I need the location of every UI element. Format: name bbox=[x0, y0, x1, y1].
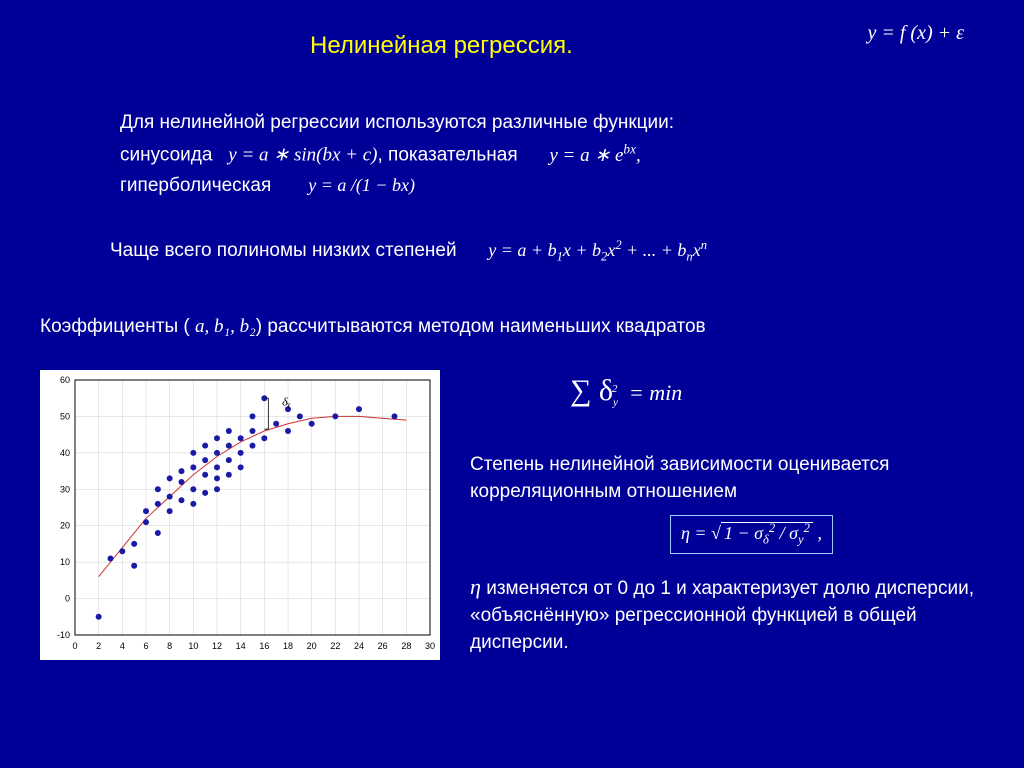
coeffs-pre: Коэффициенты ( bbox=[40, 316, 195, 337]
svg-text:20: 20 bbox=[307, 641, 317, 651]
svg-text:14: 14 bbox=[236, 641, 246, 651]
label-hyperbolic: гиперболическая bbox=[120, 175, 271, 196]
coefficients-block: Коэффициенты ( a, b₁, b₂) рассчитываются… bbox=[40, 316, 980, 338]
svg-text:22: 22 bbox=[330, 641, 340, 651]
equation-model: y = f (x) + ε bbox=[867, 22, 964, 45]
svg-text:50: 50 bbox=[60, 411, 70, 421]
coeffs-vars: a, b₁, b₂ bbox=[195, 316, 256, 337]
intro-line2: синусоида y = a ∗ sin(bx + c), показател… bbox=[120, 138, 940, 171]
svg-text:-10: -10 bbox=[57, 630, 70, 640]
svg-text:28: 28 bbox=[401, 641, 411, 651]
intro-line1: Для нелинейной регрессии используются ра… bbox=[120, 108, 940, 138]
label-sinusoid: синусоида bbox=[120, 145, 212, 166]
equation-sum-min: ∑ δy2 = min bbox=[570, 370, 990, 412]
svg-text:26: 26 bbox=[378, 641, 388, 651]
svg-text:10: 10 bbox=[60, 557, 70, 567]
equation-exp: y = a ∗ ebx, bbox=[549, 145, 640, 166]
intro-line3: гиперболическая y = a /(1 − bx) bbox=[120, 171, 940, 201]
equation-sin: y = a ∗ sin(bx + c) bbox=[228, 145, 377, 166]
equation-polynomial: y = a + b1x + b2x2 + ... + bnxn bbox=[488, 240, 707, 260]
svg-text:16: 16 bbox=[259, 641, 269, 651]
label-exponential: , показательная bbox=[378, 145, 518, 166]
svg-text:0: 0 bbox=[72, 641, 77, 651]
svg-text:24: 24 bbox=[354, 641, 364, 651]
svg-text:40: 40 bbox=[60, 448, 70, 458]
eta-equation-box: η = √1 − σδ2 / σy2 , bbox=[670, 515, 990, 554]
intro-block: Для нелинейной регрессии используются ра… bbox=[120, 108, 940, 202]
svg-text:30: 30 bbox=[60, 484, 70, 494]
svg-text:2: 2 bbox=[96, 641, 101, 651]
svg-text:6: 6 bbox=[143, 641, 148, 651]
eta-description: η изменяется от 0 до 1 и характеризует д… bbox=[470, 572, 990, 656]
regression-chart: 024681012141618202224262830-100102030405… bbox=[40, 370, 440, 660]
svg-text:60: 60 bbox=[60, 375, 70, 385]
svg-text:10: 10 bbox=[188, 641, 198, 651]
svg-text:0: 0 bbox=[65, 594, 70, 604]
polynomial-block: Чаще всего полиномы низких степеней y = … bbox=[110, 238, 990, 265]
svg-text:30: 30 bbox=[425, 641, 435, 651]
svg-text:20: 20 bbox=[60, 521, 70, 531]
svg-text:18: 18 bbox=[283, 641, 293, 651]
eta-symbol: η bbox=[470, 574, 481, 599]
svg-text:4: 4 bbox=[120, 641, 125, 651]
coeffs-post: ) рассчитываются методом наименьших квад… bbox=[256, 316, 706, 337]
page-title: Нелинейная регрессия. bbox=[310, 32, 573, 60]
svg-text:12: 12 bbox=[212, 641, 222, 651]
correlation-text: Степень нелинейной зависимости оценивает… bbox=[470, 452, 990, 505]
equation-hyp: y = a /(1 − bx) bbox=[308, 175, 415, 195]
svg-text:δᵧ: δᵧ bbox=[282, 395, 291, 409]
polynomial-text: Чаще всего полиномы низких степеней bbox=[110, 240, 457, 261]
right-column: ∑ δy2 = min Степень нелинейной зависимос… bbox=[470, 370, 990, 656]
svg-text:8: 8 bbox=[167, 641, 172, 651]
chart-svg: 024681012141618202224262830-100102030405… bbox=[40, 370, 440, 660]
eta-text: изменяется от 0 до 1 и характеризует дол… bbox=[470, 578, 974, 652]
